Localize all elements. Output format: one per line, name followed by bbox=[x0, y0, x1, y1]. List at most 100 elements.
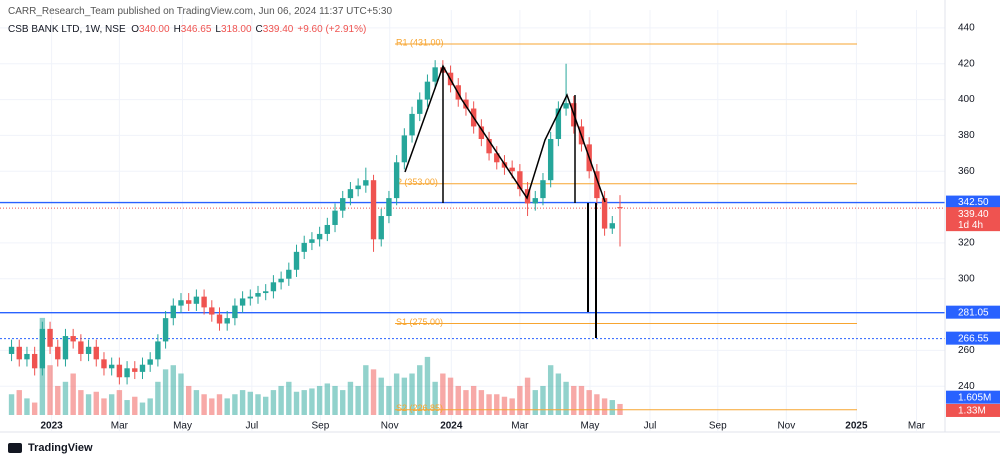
volume-bar bbox=[270, 390, 277, 415]
volume-bar bbox=[501, 396, 508, 415]
last-price-badge-bg bbox=[946, 207, 1000, 232]
y-tick-label: 420 bbox=[958, 58, 975, 69]
candle-body bbox=[193, 296, 200, 304]
pivot-label: R1 (431.00) bbox=[396, 37, 444, 47]
candle-body bbox=[139, 364, 146, 372]
volume-badge-bg bbox=[946, 403, 1000, 417]
candles bbox=[8, 60, 623, 385]
volume-bar bbox=[85, 394, 92, 415]
y-tick-label: 400 bbox=[958, 94, 975, 105]
candle-body bbox=[286, 269, 292, 279]
candle-body bbox=[293, 251, 300, 270]
candle-body bbox=[16, 346, 22, 360]
candle-body bbox=[355, 185, 361, 190]
volume-bar bbox=[447, 377, 454, 415]
volume-bar bbox=[594, 394, 600, 415]
published-line: CARR_Research_Team published on TradingV… bbox=[8, 6, 393, 17]
footer-brand: TradingView bbox=[28, 442, 93, 454]
volume-bar bbox=[440, 373, 446, 415]
candle-body bbox=[478, 126, 485, 139]
ohlc-value: 318.00 bbox=[220, 24, 252, 35]
axes: 440 420 400 380 360 320 300 260 240 2023 Mar May Jul… bbox=[40, 23, 1000, 432]
candle-body bbox=[486, 138, 492, 154]
last-price-badge: 339.40 bbox=[958, 209, 989, 220]
candle-body bbox=[55, 346, 61, 360]
candle-body bbox=[340, 198, 346, 211]
x-tick-label: Sep bbox=[709, 421, 727, 432]
candle-body bbox=[609, 223, 615, 229]
candle-body bbox=[255, 293, 261, 297]
candle-body bbox=[224, 318, 230, 324]
volume-badge: 1.33M bbox=[958, 406, 986, 417]
candle-body bbox=[8, 346, 15, 354]
volume-bar bbox=[216, 394, 223, 415]
candle-body bbox=[494, 153, 500, 163]
volume-bar bbox=[509, 398, 515, 415]
volume-bar bbox=[540, 385, 546, 415]
volume-bar bbox=[378, 377, 384, 415]
candle-body bbox=[47, 328, 53, 347]
volume-bar bbox=[16, 390, 22, 415]
level-badge-bg bbox=[946, 331, 1000, 345]
volume-bar bbox=[185, 385, 192, 415]
candle-body bbox=[155, 341, 161, 360]
volume-bar bbox=[255, 394, 261, 415]
candle-body bbox=[85, 346, 92, 354]
volume-bar bbox=[224, 398, 230, 415]
volume-badge-bg bbox=[946, 390, 1000, 404]
volume-bar bbox=[101, 398, 107, 415]
candle-body bbox=[301, 242, 307, 252]
candle-body bbox=[62, 336, 69, 360]
volume-bar bbox=[517, 385, 523, 415]
volume-bar bbox=[347, 381, 354, 415]
candle-body bbox=[39, 328, 46, 369]
volume-bar bbox=[455, 385, 461, 415]
volume-bar bbox=[370, 369, 377, 415]
volume-bar bbox=[424, 356, 431, 415]
pivot-label: S2 (226.85) bbox=[396, 403, 443, 413]
candle-body bbox=[147, 359, 153, 365]
candle-body bbox=[116, 364, 123, 378]
x-tick-label: Sep bbox=[311, 421, 329, 432]
x-tick-label: 2025 bbox=[845, 421, 868, 432]
candle-body bbox=[270, 282, 277, 292]
candle-body bbox=[24, 353, 30, 360]
x-tick-label: 2024 bbox=[440, 421, 463, 432]
candle-body bbox=[540, 180, 546, 199]
ohlc-value: 340.00 bbox=[138, 24, 170, 35]
volume-bar bbox=[486, 394, 492, 415]
volume-bar bbox=[463, 390, 469, 415]
volume-bar bbox=[293, 391, 300, 415]
volume-bar bbox=[309, 388, 315, 415]
volume-bar bbox=[555, 373, 562, 415]
pivot-label: P (353.00) bbox=[396, 177, 438, 187]
volume-bar bbox=[239, 390, 246, 415]
candle-body bbox=[278, 278, 284, 283]
candle-body bbox=[132, 368, 138, 372]
volume-bar bbox=[24, 398, 30, 415]
volume-bar bbox=[263, 396, 269, 415]
candle-body bbox=[347, 189, 354, 199]
candle-body bbox=[409, 113, 415, 136]
volume-bar bbox=[139, 402, 146, 415]
volume-bar bbox=[332, 385, 338, 415]
candle-body bbox=[247, 296, 254, 299]
candle-body bbox=[93, 346, 99, 360]
volume-bar bbox=[578, 385, 585, 415]
candle-body bbox=[185, 300, 192, 304]
candle-body bbox=[201, 296, 207, 308]
candle-body bbox=[101, 359, 107, 369]
candle-body bbox=[555, 108, 562, 139]
volume-bar bbox=[401, 377, 408, 415]
level-badge-bg bbox=[946, 195, 1000, 209]
volume-badge: 1.605M bbox=[958, 392, 991, 403]
volume-bar bbox=[55, 385, 61, 415]
symbol-line: CSB BANK LTD, 1W, NSE O340.00 H346.65 L318… bbox=[8, 24, 370, 35]
volume-bar bbox=[47, 365, 53, 415]
candle-body bbox=[324, 224, 331, 234]
x-tick-label: Mar bbox=[908, 421, 926, 432]
volume-bar bbox=[470, 385, 477, 415]
volume-bar bbox=[132, 396, 138, 415]
